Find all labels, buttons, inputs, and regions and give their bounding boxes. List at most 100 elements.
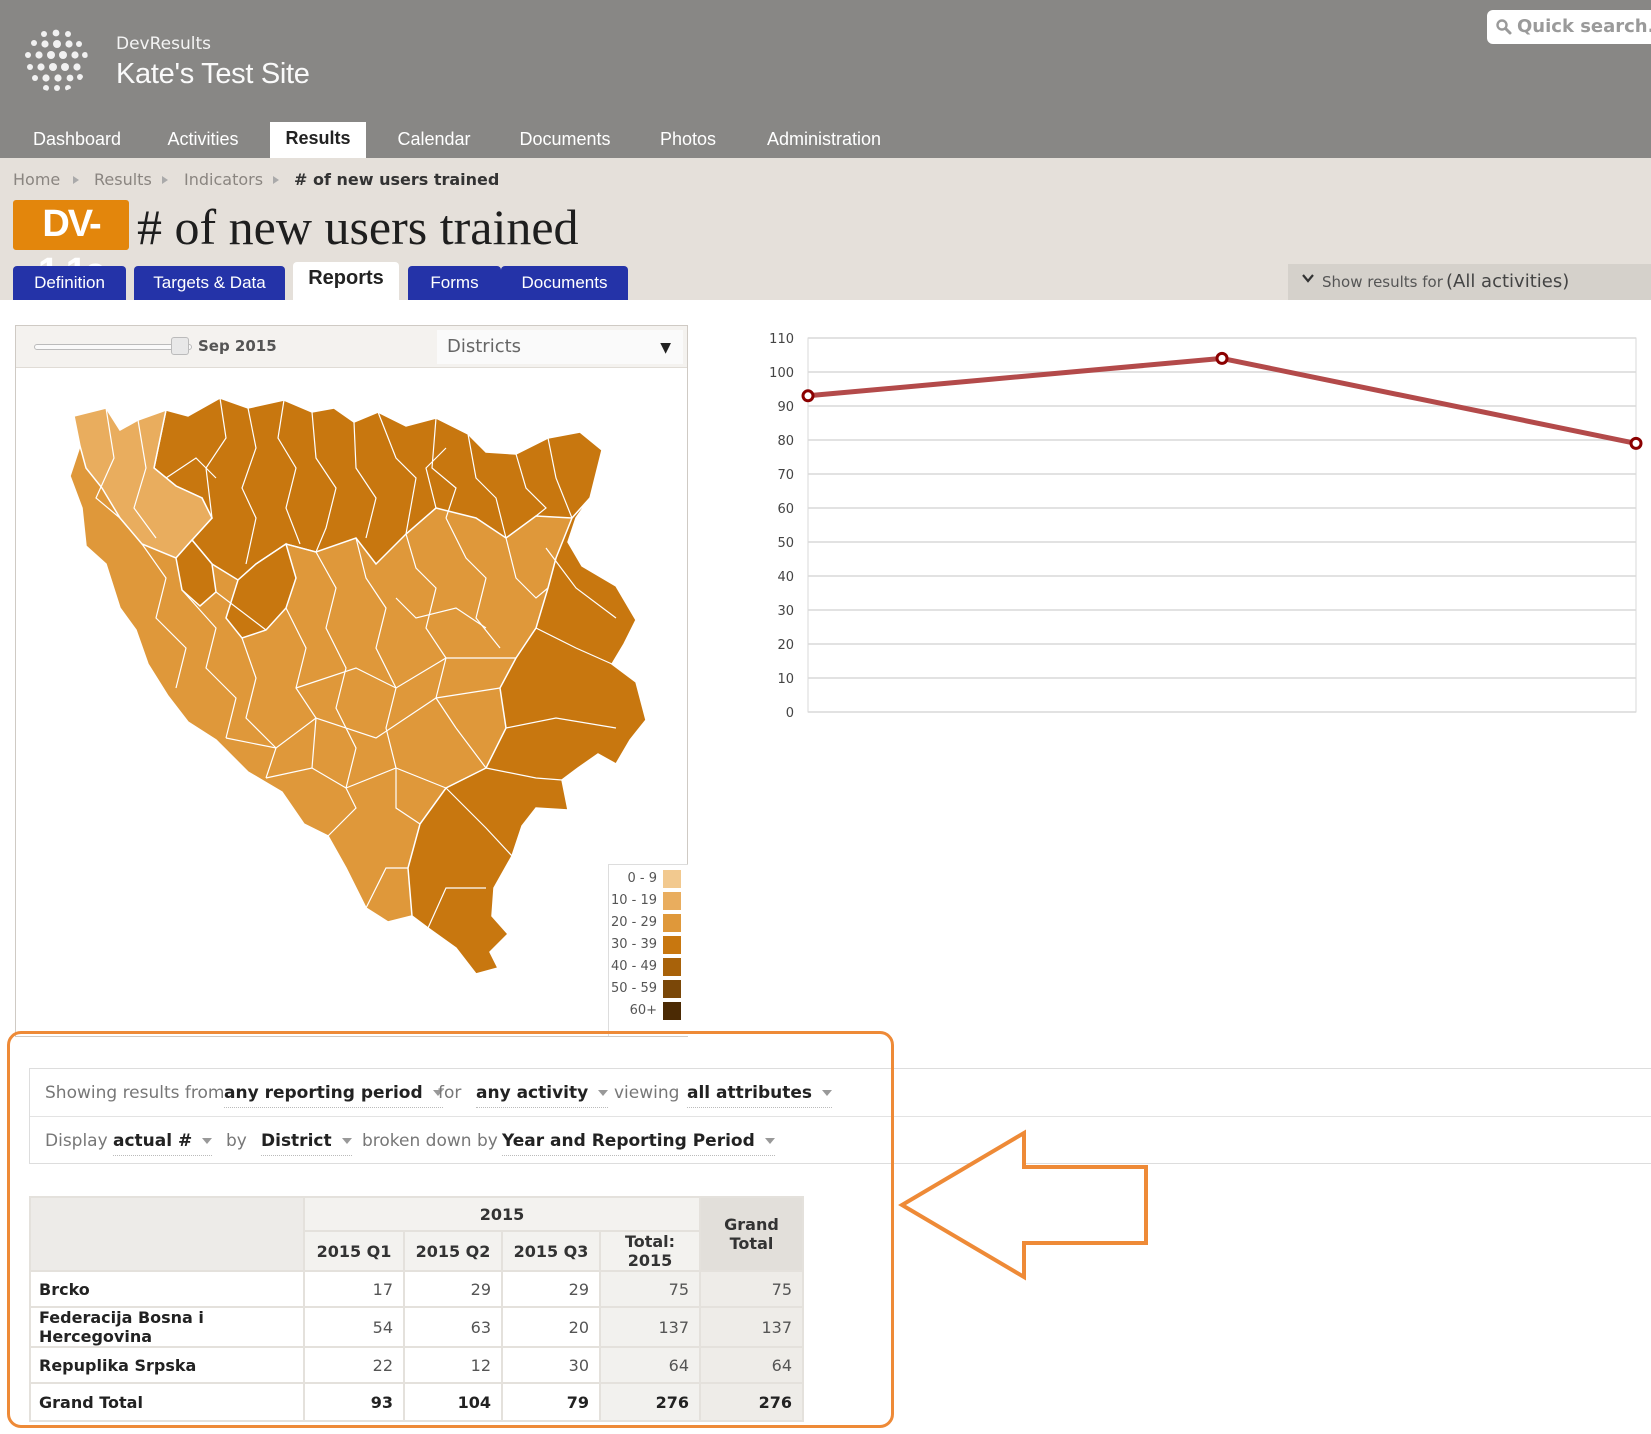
table-cell: 54: [303, 1306, 405, 1348]
legend-swatch: [663, 980, 681, 998]
legend-swatch: [663, 936, 681, 954]
tab-documents[interactable]: Documents: [501, 266, 628, 300]
breadcrumb-current: # of new users trained: [294, 170, 500, 189]
time-slider-track[interactable]: [34, 344, 192, 350]
measure-dropdown[interactable]: actual #: [113, 1131, 213, 1156]
y-tick-label: 0: [786, 706, 794, 720]
legend-label: 10 - 19: [610, 893, 657, 908]
legend-swatch: [663, 958, 681, 976]
table-corner: [29, 1196, 305, 1272]
district-choropleth-map[interactable]: [16, 368, 687, 1036]
table-cell: 75: [599, 1270, 701, 1308]
district-borders: [95, 397, 617, 929]
series-line: [807, 355, 1637, 446]
data-point[interactable]: [1629, 436, 1643, 450]
table-cell: 79: [501, 1382, 601, 1422]
dropdown-arrow-icon: [341, 1138, 352, 1144]
indicator-code-badge: DV-1.1a: [13, 200, 129, 293]
tab-forms[interactable]: Forms: [408, 266, 501, 300]
tab-reports[interactable]: Reports: [293, 262, 399, 300]
map-controls: Sep 2015 Districts ▼: [16, 326, 687, 368]
legend-item: 10 - 19: [609, 891, 689, 911]
column-header: 2015 Q3: [501, 1230, 601, 1272]
dropdown-arrow-icon: [202, 1138, 213, 1144]
legend-item: 20 - 29: [609, 913, 689, 933]
data-point[interactable]: [1215, 351, 1229, 365]
annotation-arrow-icon: [898, 1129, 1148, 1281]
breadcrumb-indicators[interactable]: Indicators: [184, 170, 264, 189]
y-tick-label: 20: [777, 638, 794, 653]
show-results-value: (All activities): [1446, 271, 1570, 292]
legend-item: 40 - 49: [609, 957, 689, 977]
dropdown-arrow-icon: [598, 1090, 609, 1096]
legend-swatch: [663, 892, 681, 910]
map-legend: 0 - 9 10 - 19 20 - 29 30 - 39 40 - 49 50…: [608, 864, 688, 1036]
pivot-filter-bar: Showing results from any reporting perio…: [29, 1068, 1651, 1164]
breadcrumb-home[interactable]: Home: [13, 170, 61, 189]
show-results-for-dropdown[interactable]: Show results for (All activities): [1288, 264, 1651, 300]
nav-calendar[interactable]: Calendar: [397, 129, 471, 149]
activity-value: any activity: [476, 1083, 589, 1103]
table-cell: 93: [303, 1382, 405, 1422]
table-cell: 276: [699, 1382, 804, 1422]
search-icon: [1496, 19, 1512, 35]
geography-select[interactable]: Districts ▼: [437, 330, 683, 364]
devresults-logo-icon[interactable]: [22, 26, 90, 94]
for-label: for: [438, 1083, 462, 1103]
table-cell: 63: [403, 1306, 503, 1348]
y-tick-label: 100: [769, 366, 794, 381]
quick-search-input[interactable]: Quick search...: [1487, 10, 1651, 44]
row-label: Repuplika Srpska: [29, 1346, 305, 1384]
time-slider-handle[interactable]: [171, 337, 189, 355]
legend-label: 20 - 29: [610, 915, 657, 930]
y-tick-label: 90: [777, 400, 794, 415]
table-cell: 17: [303, 1270, 405, 1308]
broken-down-label: broken down by: [362, 1131, 498, 1151]
table-cell: 22: [303, 1346, 405, 1384]
breadcrumb-separator-icon: [162, 176, 168, 184]
tab-targets-data[interactable]: Targets & Data: [134, 266, 285, 300]
filter-divider: [30, 1116, 1651, 1117]
highlight-annotation-box: [7, 1031, 894, 1428]
measure-value: actual #: [113, 1131, 193, 1151]
legend-item: 50 - 59: [609, 979, 689, 999]
data-point[interactable]: [801, 389, 815, 403]
dropdown-arrow-icon: [432, 1090, 443, 1096]
nav-documents[interactable]: Documents: [519, 129, 611, 149]
nav-results[interactable]: Results: [270, 122, 366, 158]
row-label: Federacija Bosna i Hercegovina: [29, 1306, 305, 1348]
breakdown-dropdown[interactable]: Year and Reporting Period: [502, 1131, 775, 1156]
legend-item: 30 - 39: [609, 935, 689, 955]
breadcrumb-separator-icon: [273, 176, 279, 184]
table-cell: 137: [599, 1306, 701, 1348]
plot-area: [807, 337, 1637, 713]
nav-photos[interactable]: Photos: [659, 129, 717, 149]
table-cell: 276: [599, 1382, 701, 1422]
dimension-dropdown[interactable]: District: [261, 1131, 352, 1156]
site-name[interactable]: Kate's Test Site: [116, 58, 310, 90]
top-header: DevResults Kate's Test Site Quick search…: [0, 0, 1651, 158]
legend-label: 30 - 39: [610, 937, 657, 952]
tab-definition[interactable]: Definition: [13, 266, 126, 300]
map-panel: Sep 2015 Districts ▼: [15, 325, 688, 1037]
nav-dashboard[interactable]: Dashboard: [32, 129, 122, 149]
period-dropdown[interactable]: any reporting period: [224, 1083, 443, 1108]
dimension-value: District: [261, 1131, 332, 1151]
table-cell: 64: [599, 1346, 701, 1384]
activity-dropdown[interactable]: any activity: [476, 1083, 609, 1108]
nav-administration[interactable]: Administration: [766, 129, 882, 149]
show-results-label: Show results for: [1322, 273, 1443, 291]
y-tick-label: 50: [777, 536, 794, 551]
legend-item: 0 - 9: [609, 869, 689, 889]
y-tick-label: 60: [777, 502, 794, 517]
table-cell: 29: [403, 1270, 503, 1308]
attributes-dropdown[interactable]: all attributes: [687, 1083, 833, 1108]
nav-activities[interactable]: Activities: [167, 129, 239, 149]
breadcrumb-results[interactable]: Results: [94, 170, 152, 189]
breakdown-value: Year and Reporting Period: [502, 1131, 755, 1151]
display-label: Display: [45, 1131, 108, 1151]
year-header: 2015: [303, 1196, 701, 1232]
column-header: Total: 2015: [599, 1230, 701, 1272]
results-pivot-table: 2015 Grand Total 2015 Q1 2015 Q2 2015 Q3…: [29, 1196, 804, 1422]
